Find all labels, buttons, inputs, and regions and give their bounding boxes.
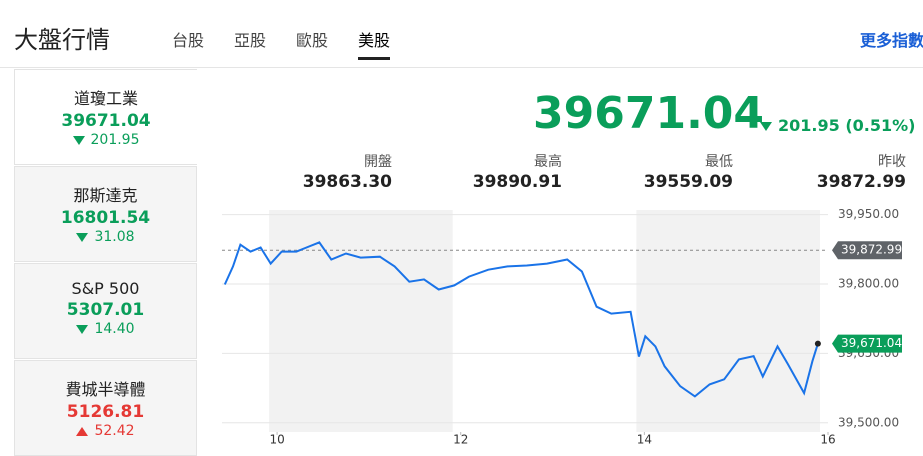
- tab[interactable]: 美股: [358, 27, 391, 60]
- current-badge: [832, 334, 902, 353]
- page-title: 大盤行情: [14, 26, 110, 54]
- change: 14.40: [94, 321, 135, 337]
- change: 201.95: [778, 116, 840, 135]
- change: 201.95: [90, 132, 140, 148]
- stat-value: 39872.99: [816, 172, 906, 192]
- stat-label: 最低: [705, 154, 733, 170]
- index-value: 5126.81: [66, 402, 145, 422]
- index-name: 那斯達克: [73, 186, 138, 205]
- x-tick-label: 14: [637, 433, 652, 447]
- current-dot: [814, 340, 821, 347]
- tab[interactable]: 歐股: [296, 31, 329, 50]
- arrow: [76, 324, 89, 334]
- y-tick-label: 39,950.00: [838, 207, 899, 221]
- arrow: [72, 135, 85, 145]
- index-item[interactable]: S&P 500 5307.01 14.40: [14, 263, 197, 359]
- index-value: 16801.54: [60, 208, 151, 228]
- x-tick-label: 12: [453, 433, 468, 447]
- tab[interactable]: 台股: [172, 31, 205, 50]
- percent: (0.51%): [845, 116, 916, 135]
- stat-label: 最高: [534, 154, 562, 170]
- index-name: 道瓊工業: [73, 89, 138, 108]
- index-item[interactable]: 那斯達克 16801.54 31.08: [14, 166, 197, 262]
- more-link[interactable]: 更多指數: [860, 31, 923, 50]
- index-value: 5307.01: [66, 300, 145, 320]
- stat-value: 39863.30: [302, 172, 392, 192]
- index-name: 費城半導體: [65, 380, 146, 399]
- x-tick-label: 16: [820, 433, 835, 447]
- index-change: 201.95: [15, 132, 197, 148]
- divider: [0, 67, 923, 68]
- reference-badge: [832, 241, 902, 260]
- index-change: 14.40: [15, 321, 196, 337]
- current-label: 39,671.04: [841, 336, 902, 350]
- reference-label: 39,872.99: [841, 243, 902, 257]
- index-item[interactable]: 道瓊工業 39671.04 201.95: [14, 69, 197, 165]
- shade-band: [636, 210, 820, 432]
- index-name: S&P 500: [71, 279, 140, 298]
- change: 52.42: [94, 423, 135, 439]
- price: 39671.04: [533, 88, 765, 139]
- x-tick-label: 10: [269, 433, 284, 447]
- quote-change: 201.95 (0.51%): [760, 116, 915, 135]
- y-tick-label: 39,800.00: [838, 277, 899, 291]
- stat-value: 39890.91: [472, 172, 562, 192]
- arrow: [76, 426, 89, 436]
- stat-value: 39559.09: [643, 172, 733, 192]
- shade-band: [269, 210, 453, 432]
- price-line: [223, 241, 819, 398]
- index-change: 52.42: [15, 423, 196, 439]
- y-tick-label: 39,500.00: [838, 415, 899, 429]
- stat-label: 開盤: [364, 154, 392, 170]
- stat-label: 昨收: [878, 154, 906, 170]
- index-item[interactable]: 費城半導體 5126.81 52.42: [14, 360, 197, 456]
- index-value: 39671.04: [61, 111, 151, 131]
- tab[interactable]: 亞股: [234, 31, 267, 50]
- arrow: [76, 232, 89, 242]
- index-change: 31.08: [15, 229, 196, 245]
- change: 31.08: [94, 229, 135, 245]
